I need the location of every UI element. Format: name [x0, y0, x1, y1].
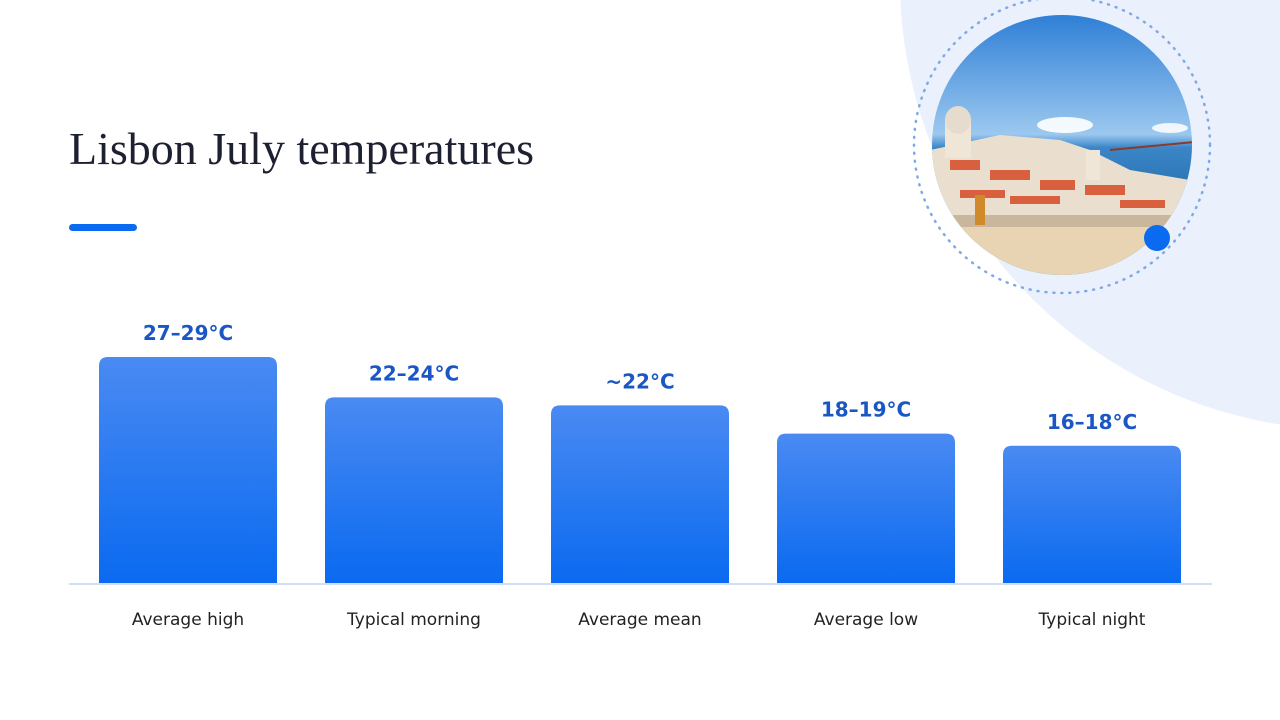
category-label: Typical night [1038, 610, 1146, 630]
value-label: 27–29°C [143, 321, 233, 345]
accent-dot [1144, 225, 1170, 251]
dotted-ring [912, 0, 1212, 295]
category-label: Average low [814, 610, 918, 630]
value-label: ~22°C [605, 369, 674, 393]
title-underline [69, 224, 137, 231]
value-label: 18–19°C [821, 398, 911, 422]
bar [325, 397, 503, 583]
value-label: 22–24°C [369, 361, 459, 385]
category-label: Average high [132, 610, 244, 630]
category-label: Typical morning [346, 610, 481, 630]
bar [777, 433, 955, 583]
category-label: Average mean [578, 610, 701, 630]
value-label: 16–18°C [1047, 410, 1137, 434]
bar [551, 405, 729, 583]
bar [99, 357, 277, 583]
bar [1003, 445, 1181, 583]
chart-title: Lisbon July temperatures [69, 123, 534, 174]
